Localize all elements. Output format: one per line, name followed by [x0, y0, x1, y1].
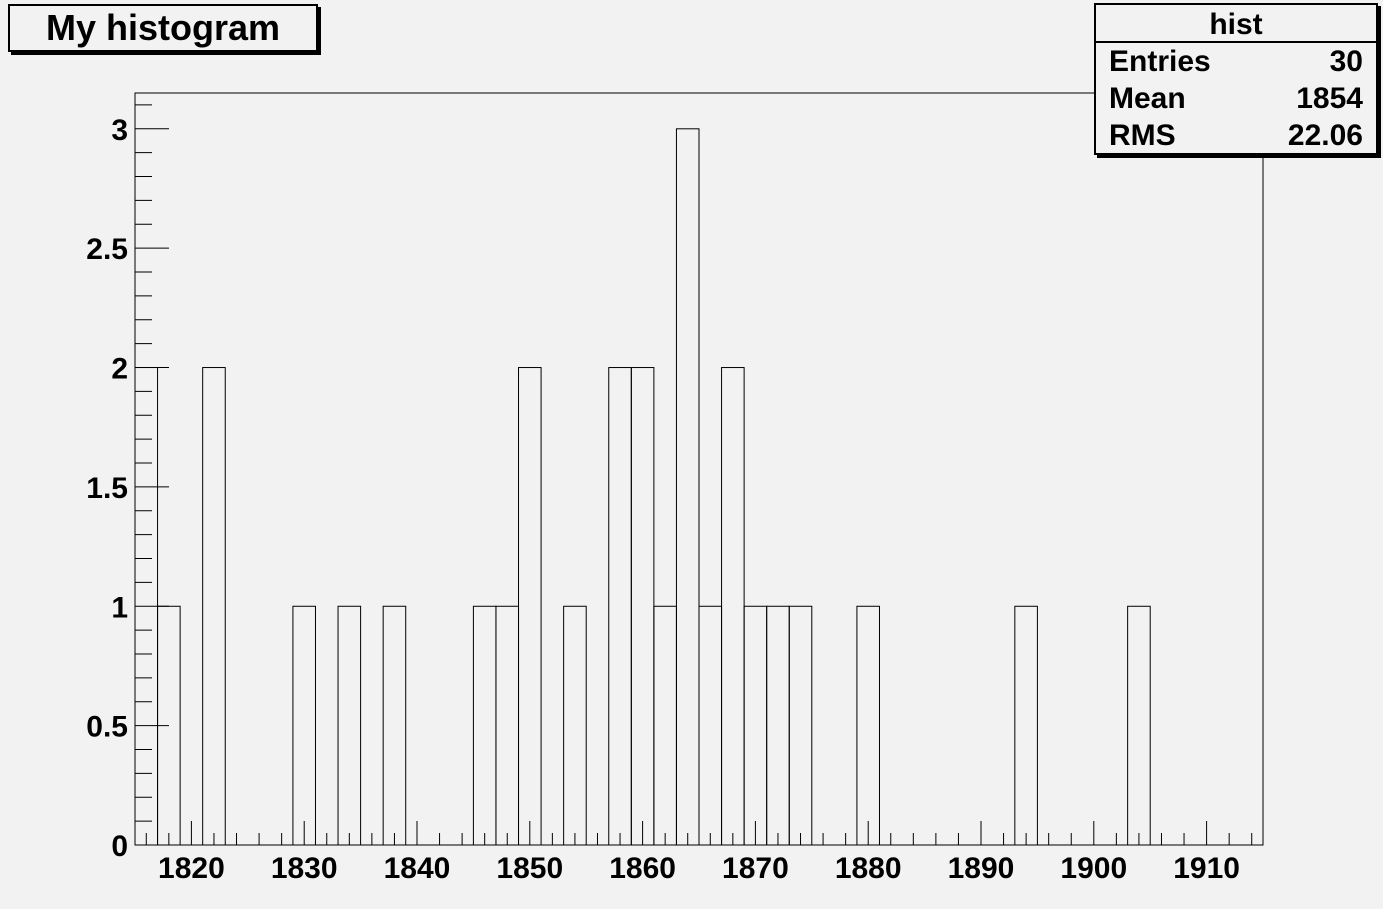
histogram-bin — [518, 367, 542, 846]
histogram-bin — [721, 367, 745, 846]
histogram-bin — [653, 605, 677, 846]
mean-value: 1854 — [1296, 82, 1363, 115]
histogram-bin — [157, 605, 181, 846]
histogram-bin — [788, 605, 813, 846]
histogram-bin — [856, 605, 880, 846]
histogram-bin — [743, 605, 768, 846]
y-tick-label: 2 — [111, 353, 128, 386]
entries-label: Entries — [1109, 45, 1211, 78]
y-tick-label: 0.5 — [86, 711, 128, 744]
histogram-title: My histogram — [8, 4, 318, 52]
histogram-bin — [675, 128, 700, 846]
stats-row-entries: Entries 30 — [1096, 43, 1376, 80]
histogram-bin — [472, 605, 497, 846]
histogram-bin — [1127, 605, 1151, 846]
histogram-bin — [202, 367, 226, 846]
x-tick-label: 1820 — [158, 852, 225, 885]
rms-value: 22.06 — [1287, 119, 1363, 152]
rms-label: RMS — [1109, 119, 1176, 152]
histogram-bin — [630, 367, 655, 846]
stats-name: hist — [1096, 5, 1376, 43]
x-tick-label: 1840 — [384, 852, 451, 885]
x-tick-label: 1910 — [1173, 852, 1240, 885]
histogram-bin — [1014, 605, 1038, 846]
histogram-bin — [766, 605, 790, 846]
stats-row-mean: Mean 1854 — [1096, 80, 1376, 117]
histogram-bin — [563, 605, 587, 846]
histogram-bin — [698, 605, 723, 846]
stats-box: hist Entries 30 Mean 1854 RMS 22.06 — [1094, 3, 1378, 155]
x-tick-label: 1870 — [722, 852, 789, 885]
histogram-bin — [337, 605, 362, 846]
y-tick-label: 0 — [111, 830, 128, 863]
y-tick-label: 3 — [111, 114, 128, 147]
histogram-bin — [382, 605, 407, 846]
histogram-bin — [608, 367, 632, 846]
x-tick-label: 1880 — [835, 852, 902, 885]
entries-value: 30 — [1329, 45, 1363, 78]
y-tick-label: 1.5 — [86, 472, 128, 505]
x-tick-label: 1900 — [1060, 852, 1127, 885]
y-tick-label: 1 — [111, 591, 128, 624]
histogram-bin — [495, 605, 520, 846]
y-tick-label: 2.5 — [86, 233, 128, 266]
x-tick-label: 1850 — [496, 852, 563, 885]
histogram-bin — [292, 605, 316, 846]
x-tick-label: 1860 — [609, 852, 676, 885]
x-tick-label: 1890 — [948, 852, 1015, 885]
mean-label: Mean — [1109, 82, 1186, 115]
x-tick-label: 1830 — [271, 852, 338, 885]
stats-row-rms: RMS 22.06 — [1096, 117, 1376, 154]
